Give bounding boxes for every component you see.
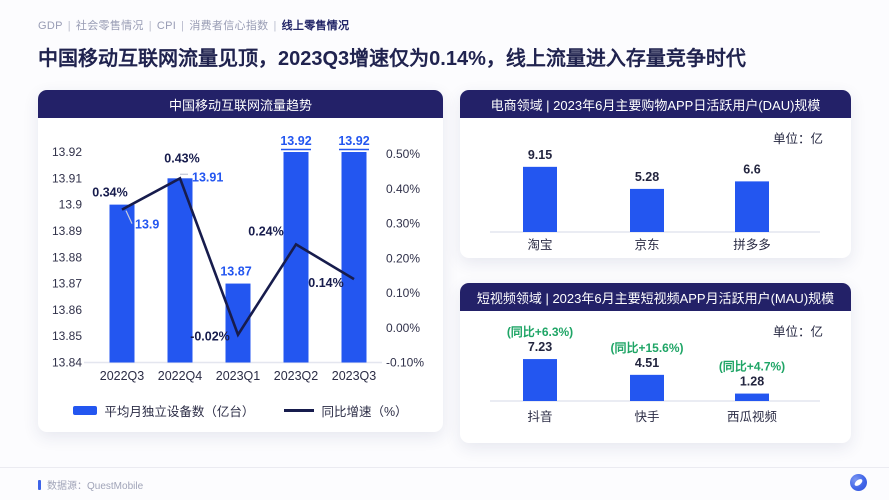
svg-text:4.51: 4.51 bbox=[635, 356, 659, 370]
legend-label-devices: 平均月独立设备数（亿台） bbox=[104, 405, 255, 419]
device-bar bbox=[109, 204, 135, 363]
svg-text:5.28: 5.28 bbox=[635, 170, 659, 184]
card-dau: 电商领域 | 2023年6月主要购物APP日活跃用户(DAU)规模 单位：亿 9… bbox=[460, 90, 851, 258]
svg-text:-0.02%: -0.02% bbox=[190, 330, 230, 344]
nav-item[interactable]: 消费者信心指数 bbox=[189, 20, 269, 32]
nav-item[interactable]: 线上零售情况 bbox=[281, 20, 350, 32]
svg-text:13.92: 13.92 bbox=[280, 134, 311, 148]
app-bar bbox=[630, 188, 664, 232]
app-bar bbox=[735, 393, 769, 401]
svg-text:0.24%: 0.24% bbox=[248, 224, 283, 238]
svg-text:0.50%: 0.50% bbox=[386, 147, 420, 161]
dau-bar-chart: 9.15 淘宝 5.28 京东 6.6 拼多多 bbox=[490, 148, 820, 252]
svg-text:0.14%: 0.14% bbox=[308, 276, 343, 290]
mau-unit-label: 单位：亿 bbox=[772, 325, 823, 339]
svg-text:0.34%: 0.34% bbox=[92, 186, 127, 200]
svg-text:13.91: 13.91 bbox=[52, 171, 82, 185]
svg-text:抖音: 抖音 bbox=[527, 409, 552, 424]
footer-divider bbox=[0, 467, 889, 468]
svg-text:13.92: 13.92 bbox=[52, 145, 82, 159]
svg-text:13.9: 13.9 bbox=[135, 218, 159, 232]
nav-separator: | bbox=[273, 20, 277, 32]
data-source: 数据源：QuestMobile bbox=[38, 477, 143, 492]
nav-separator: | bbox=[181, 20, 185, 32]
nav-item[interactable]: GDP bbox=[38, 20, 63, 32]
line-series-swatch bbox=[284, 409, 315, 412]
svg-text:9.15: 9.15 bbox=[528, 148, 552, 162]
dau-card-header: 电商领域 | 2023年6月主要购物APP日活跃用户(DAU)规模 bbox=[460, 90, 851, 118]
svg-text:京东: 京东 bbox=[634, 238, 659, 252]
app-bar bbox=[523, 166, 557, 232]
mau-bar-chart: 7.23(同比+6.3%) 抖音 4.51(同比+15.6%) 快手 1.28(同比+4… bbox=[490, 324, 820, 424]
bar-series-swatch bbox=[73, 406, 98, 415]
traffic-card-header: 中国移动互联网流量趋势 bbox=[38, 90, 443, 118]
svg-text:2022Q4: 2022Q4 bbox=[158, 369, 203, 383]
brand-logo-icon bbox=[850, 474, 867, 491]
source-label: 数据源：QuestMobile bbox=[47, 481, 144, 492]
app-bar bbox=[735, 181, 769, 232]
svg-text:0.20%: 0.20% bbox=[386, 251, 420, 265]
svg-text:13.87: 13.87 bbox=[220, 265, 251, 279]
svg-text:(同比+6.3%): (同比+6.3%) bbox=[507, 324, 573, 339]
svg-text:6.6: 6.6 bbox=[743, 162, 760, 176]
card-traffic-trend: 中国移动互联网流量趋势 13.92 13.91 13.9 13.89 13.88 13.8… bbox=[38, 90, 443, 432]
legend-label-growth: 同比增速（%） bbox=[321, 405, 408, 419]
svg-text:0.40%: 0.40% bbox=[386, 182, 420, 196]
card-mau: 短视频领域 | 2023年6月主要短视频APP月活跃用户(MAU)规模 单位：亿… bbox=[460, 283, 851, 443]
svg-text:-0.10%: -0.10% bbox=[386, 356, 424, 370]
svg-text:(同比+4.7%): (同比+4.7%) bbox=[719, 359, 785, 374]
svg-text:2023Q3: 2023Q3 bbox=[332, 369, 377, 383]
svg-text:1.28: 1.28 bbox=[740, 375, 764, 389]
traffic-trend-chart: 13.92 13.91 13.9 13.89 13.88 13.87 13.86 13.85 1… bbox=[52, 134, 424, 383]
svg-text:2023Q2: 2023Q2 bbox=[274, 369, 319, 383]
svg-text:西瓜视频: 西瓜视频 bbox=[727, 409, 778, 424]
nav-item[interactable]: CPI bbox=[156, 20, 177, 32]
svg-text:拼多多: 拼多多 bbox=[733, 238, 771, 252]
nav-item[interactable]: 社会零售情况 bbox=[75, 20, 144, 32]
svg-text:淘宝: 淘宝 bbox=[527, 238, 552, 252]
svg-text:0.10%: 0.10% bbox=[386, 286, 420, 300]
dau-unit-label: 单位：亿 bbox=[772, 132, 823, 146]
svg-text:13.86: 13.86 bbox=[52, 303, 82, 317]
svg-text:13.84: 13.84 bbox=[52, 356, 82, 370]
svg-text:13.88: 13.88 bbox=[52, 250, 82, 264]
svg-text:13.9: 13.9 bbox=[59, 198, 83, 212]
traffic-legend: 平均月独立设备数（亿台） 同比增速（%） bbox=[38, 401, 443, 420]
page-title: 中国移动互联网流量见顶，2023Q3增速仅为0.14%，线上流量进入存量竞争时代 bbox=[38, 48, 746, 70]
svg-text:13.87: 13.87 bbox=[52, 277, 82, 291]
nav-separator: | bbox=[148, 20, 152, 32]
svg-text:13.91: 13.91 bbox=[192, 170, 223, 184]
app-bar bbox=[630, 374, 664, 401]
growth-line bbox=[121, 176, 355, 338]
nav-separator: | bbox=[67, 20, 71, 32]
svg-text:7.23: 7.23 bbox=[528, 340, 552, 354]
svg-text:13.92: 13.92 bbox=[338, 134, 369, 148]
legend-item-devices: 平均月独立设备数（亿台） bbox=[73, 401, 254, 420]
svg-text:快手: 快手 bbox=[634, 410, 659, 424]
svg-text:0.00%: 0.00% bbox=[386, 321, 420, 335]
svg-text:(同比+15.6%): (同比+15.6%) bbox=[610, 340, 683, 355]
top-nav: GDP | 社会零售情况 | CPI | 消费者信心指数 | 线上零售情况 bbox=[38, 17, 349, 33]
svg-text:0.30%: 0.30% bbox=[386, 217, 420, 231]
source-marker-icon bbox=[38, 479, 41, 490]
app-bar bbox=[523, 359, 557, 401]
svg-text:2022Q3: 2022Q3 bbox=[100, 369, 145, 383]
device-bar bbox=[341, 152, 367, 363]
device-bar bbox=[167, 178, 193, 363]
svg-text:0.43%: 0.43% bbox=[164, 151, 199, 165]
mau-card-header: 短视频领域 | 2023年6月主要短视频APP月活跃用户(MAU)规模 bbox=[460, 283, 851, 311]
svg-text:2023Q1: 2023Q1 bbox=[216, 369, 261, 383]
svg-text:13.85: 13.85 bbox=[52, 329, 82, 343]
legend-item-growth: 同比增速（%） bbox=[284, 401, 408, 420]
svg-text:13.89: 13.89 bbox=[52, 224, 82, 238]
